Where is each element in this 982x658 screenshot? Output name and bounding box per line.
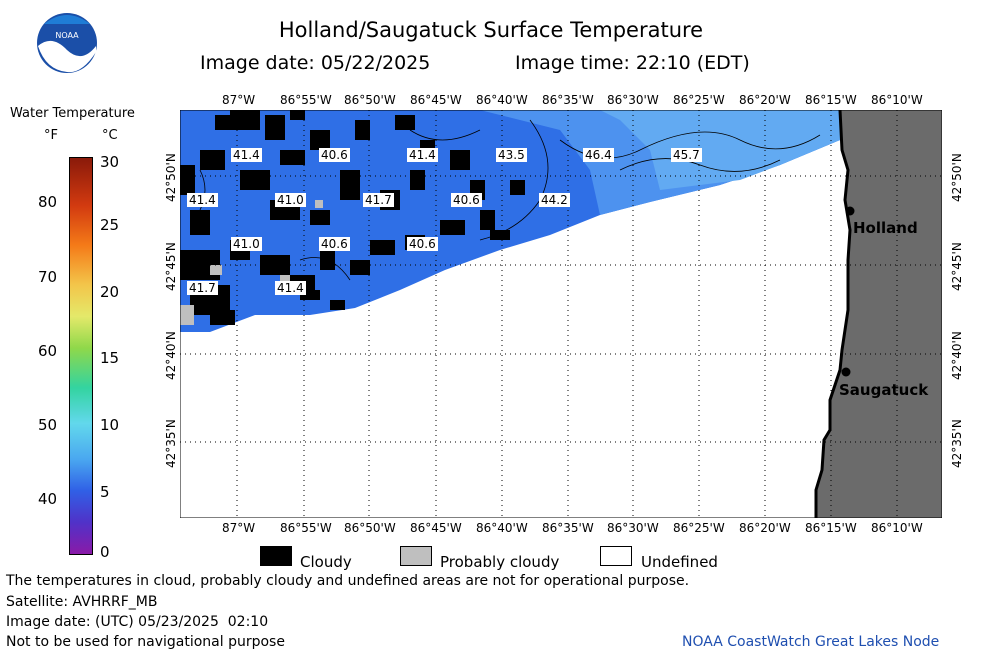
temp-label: 41.4 bbox=[187, 193, 218, 207]
image-date: Image date: 05/22/2025 bbox=[200, 52, 431, 74]
disclaimer-text: The temperatures in cloud, probably clou… bbox=[6, 573, 690, 589]
f-tick: 70 bbox=[38, 268, 58, 286]
lon-label-bottom: 86°30'W bbox=[607, 521, 659, 535]
temp-label: 40.6 bbox=[319, 148, 350, 162]
lon-label-top: 86°50'W bbox=[344, 93, 396, 107]
lon-label-top: 86°30'W bbox=[607, 93, 659, 107]
lon-label-bottom: 86°25'W bbox=[673, 521, 725, 535]
c-tick: 10 bbox=[100, 416, 120, 434]
lat-label-right: 42°40'N bbox=[950, 331, 964, 380]
temp-label: 41.7 bbox=[363, 193, 394, 207]
lat-label-left: 42°35'N bbox=[164, 419, 178, 468]
probably-cloudy-pixels bbox=[180, 200, 323, 325]
c-tick: 20 bbox=[100, 283, 120, 301]
lon-label-bottom: 86°15'W bbox=[805, 521, 857, 535]
lon-label-bottom: 86°40'W bbox=[476, 521, 528, 535]
saugatuck-marker bbox=[841, 367, 851, 377]
shoreline bbox=[814, 109, 852, 518]
color-bar bbox=[69, 157, 93, 555]
temp-label: 41.0 bbox=[231, 237, 262, 251]
lat-label-right: 42°50'N bbox=[950, 153, 964, 202]
graticule bbox=[180, 110, 942, 518]
temp-label: 44.2 bbox=[539, 193, 570, 207]
unit-f: °F bbox=[44, 128, 58, 143]
c-tick: 5 bbox=[100, 483, 110, 501]
image-time: Image time: 22:10 (EDT) bbox=[515, 52, 750, 74]
warmest-water-region bbox=[600, 110, 840, 190]
satellite-text: Satellite: AVHRRF_MB bbox=[6, 594, 158, 610]
probably-cloudy-label: Probably cloudy bbox=[440, 553, 560, 571]
navigation-note: Not to be used for navigational purpose bbox=[6, 634, 285, 650]
f-tick: 50 bbox=[38, 416, 58, 434]
sst-map bbox=[179, 109, 943, 519]
utc-date-text: Image date: (UTC) 05/23/2025 02:10 bbox=[6, 614, 269, 630]
lat-label-right: 42°45'N bbox=[950, 242, 964, 291]
temp-label: 40.6 bbox=[451, 193, 482, 207]
temp-label: 40.6 bbox=[319, 237, 350, 251]
temp-label: 45.7 bbox=[671, 148, 702, 162]
lat-label-right: 42°35'N bbox=[950, 419, 964, 468]
lon-label-bottom: 86°35'W bbox=[542, 521, 594, 535]
lon-label-bottom: 86°45'W bbox=[410, 521, 462, 535]
noaa-logo: NOAA bbox=[36, 12, 98, 74]
lat-label-left: 42°50'N bbox=[164, 153, 178, 202]
cloudy-label: Cloudy bbox=[300, 553, 352, 571]
holland-marker bbox=[845, 206, 855, 216]
credit-text: NOAA CoastWatch Great Lakes Node bbox=[682, 634, 940, 650]
city-label-holland: Holland bbox=[853, 219, 918, 237]
f-tick: 40 bbox=[38, 490, 58, 508]
lon-label-bottom: 86°10'W bbox=[871, 521, 923, 535]
undefined-swatch bbox=[600, 546, 632, 566]
map-title: Holland/Saugatuck Surface Temperature bbox=[278, 18, 704, 42]
unit-c: °C bbox=[102, 128, 118, 143]
lon-label-top: 86°45'W bbox=[410, 93, 462, 107]
lon-label-top: 86°25'W bbox=[673, 93, 725, 107]
lat-label-left: 42°45'N bbox=[164, 242, 178, 291]
lon-label-bottom: 86°20'W bbox=[739, 521, 791, 535]
lon-label-bottom: 87°W bbox=[222, 521, 256, 535]
lon-label-top: 86°40'W bbox=[476, 93, 528, 107]
c-tick: 15 bbox=[100, 349, 120, 367]
probably-cloudy-swatch bbox=[400, 546, 432, 566]
c-tick: 25 bbox=[100, 216, 120, 234]
temp-label: 40.6 bbox=[407, 237, 438, 251]
lon-label-top: 86°10'W bbox=[871, 93, 923, 107]
lon-label-top: 86°15'W bbox=[805, 93, 857, 107]
svg-text:NOAA: NOAA bbox=[55, 31, 79, 40]
lon-label-top: 86°55'W bbox=[280, 93, 332, 107]
lon-label-bottom: 86°50'W bbox=[344, 521, 396, 535]
f-tick: 60 bbox=[38, 342, 58, 360]
lon-label-top: 86°20'W bbox=[739, 93, 791, 107]
temp-label: 46.4 bbox=[583, 148, 614, 162]
temp-label: 41.4 bbox=[275, 281, 306, 295]
lon-label-bottom: 86°55'W bbox=[280, 521, 332, 535]
f-tick: 80 bbox=[38, 193, 58, 211]
city-label-saugatuck: Saugatuck bbox=[839, 381, 929, 399]
cloudy-swatch bbox=[260, 546, 292, 566]
temp-label: 41.4 bbox=[407, 148, 438, 162]
temp-label: 43.5 bbox=[496, 148, 527, 162]
c-tick: 0 bbox=[100, 543, 110, 561]
temp-label: 41.4 bbox=[231, 148, 262, 162]
lon-label-top: 87°W bbox=[222, 93, 256, 107]
legend-title: Water Temperature bbox=[10, 106, 135, 121]
temp-label: 41.0 bbox=[275, 193, 306, 207]
lon-label-top: 86°35'W bbox=[542, 93, 594, 107]
c-tick: 30 bbox=[100, 153, 120, 171]
lat-label-left: 42°40'N bbox=[164, 331, 178, 380]
undefined-label: Undefined bbox=[641, 553, 718, 571]
temp-label: 41.7 bbox=[187, 281, 218, 295]
